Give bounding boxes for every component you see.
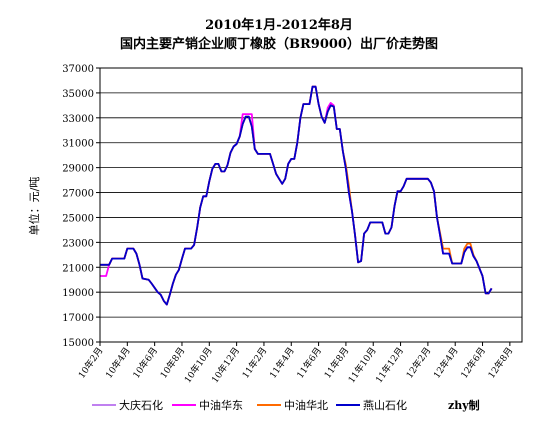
series-line-2 bbox=[100, 85, 493, 306]
x-tick-label: 11年8月 bbox=[321, 345, 351, 381]
series-lines bbox=[100, 85, 493, 306]
y-tick-label: 29000 bbox=[62, 164, 94, 175]
legend-label-3: 中油华北 bbox=[284, 398, 328, 412]
legend-label-2: 中油华东 bbox=[199, 398, 243, 412]
y-axis-label: 单位：元/吨 bbox=[27, 177, 41, 236]
legend-label-1: 大庆石化 bbox=[119, 398, 163, 412]
legend-label-4: 燕山石化 bbox=[363, 398, 407, 412]
x-axis-ticks: 10年2月10年4月10年6月10年8月10年10月10年12月11年2月11年… bbox=[75, 342, 515, 385]
x-tick-label: 12年2月 bbox=[403, 345, 433, 381]
series-line-3 bbox=[100, 85, 493, 306]
x-tick-label: 10年6月 bbox=[130, 345, 160, 381]
x-tick-label: 10年2月 bbox=[75, 345, 105, 381]
y-axis-ticks: 15000 17000 19000 21000 23000 25000 27000 29000… bbox=[62, 64, 100, 349]
y-tick-label: 15000 bbox=[62, 338, 94, 349]
y-tick-label: 31000 bbox=[62, 139, 94, 150]
plot-area-border bbox=[99, 67, 523, 343]
x-tick-label: 11年2月 bbox=[239, 345, 269, 381]
x-tick-label: 12年6月 bbox=[458, 345, 488, 381]
series-line-1 bbox=[100, 85, 493, 306]
x-tick-label: 10年4月 bbox=[103, 345, 133, 381]
y-tick-label: 33000 bbox=[62, 114, 94, 125]
chart-annotation: zhy制 bbox=[448, 398, 480, 412]
y-tick-label: 37000 bbox=[62, 64, 94, 75]
x-tick-label: 11年12月 bbox=[373, 345, 406, 385]
y-tick-label: 35000 bbox=[62, 89, 94, 100]
x-tick-label: 12年8月 bbox=[485, 345, 515, 381]
x-tick-label: 11年6月 bbox=[294, 345, 324, 381]
x-tick-label: 11年4月 bbox=[267, 345, 297, 381]
x-tick-label: 10年12月 bbox=[209, 345, 242, 385]
y-tick-label: 19000 bbox=[62, 288, 94, 299]
chart-subtitle: 国内主要产销企业顺丁橡胶（BR9000）出厂价走势图 bbox=[120, 36, 438, 52]
series-line-4 bbox=[100, 85, 493, 306]
y-tick-label: 21000 bbox=[62, 263, 94, 274]
y-tick-label: 27000 bbox=[62, 189, 94, 200]
y-tick-label: 23000 bbox=[62, 238, 94, 249]
chart-title: 2010年1月-2012年8月 bbox=[205, 17, 353, 33]
legend: 大庆石化 中油华东 中油华北 燕山石化 bbox=[92, 398, 407, 412]
x-tick-label: 10年8月 bbox=[157, 345, 187, 381]
y-tick-label: 17000 bbox=[62, 313, 94, 324]
y-tick-label: 25000 bbox=[62, 213, 94, 224]
x-tick-label: 12年4月 bbox=[431, 345, 461, 381]
